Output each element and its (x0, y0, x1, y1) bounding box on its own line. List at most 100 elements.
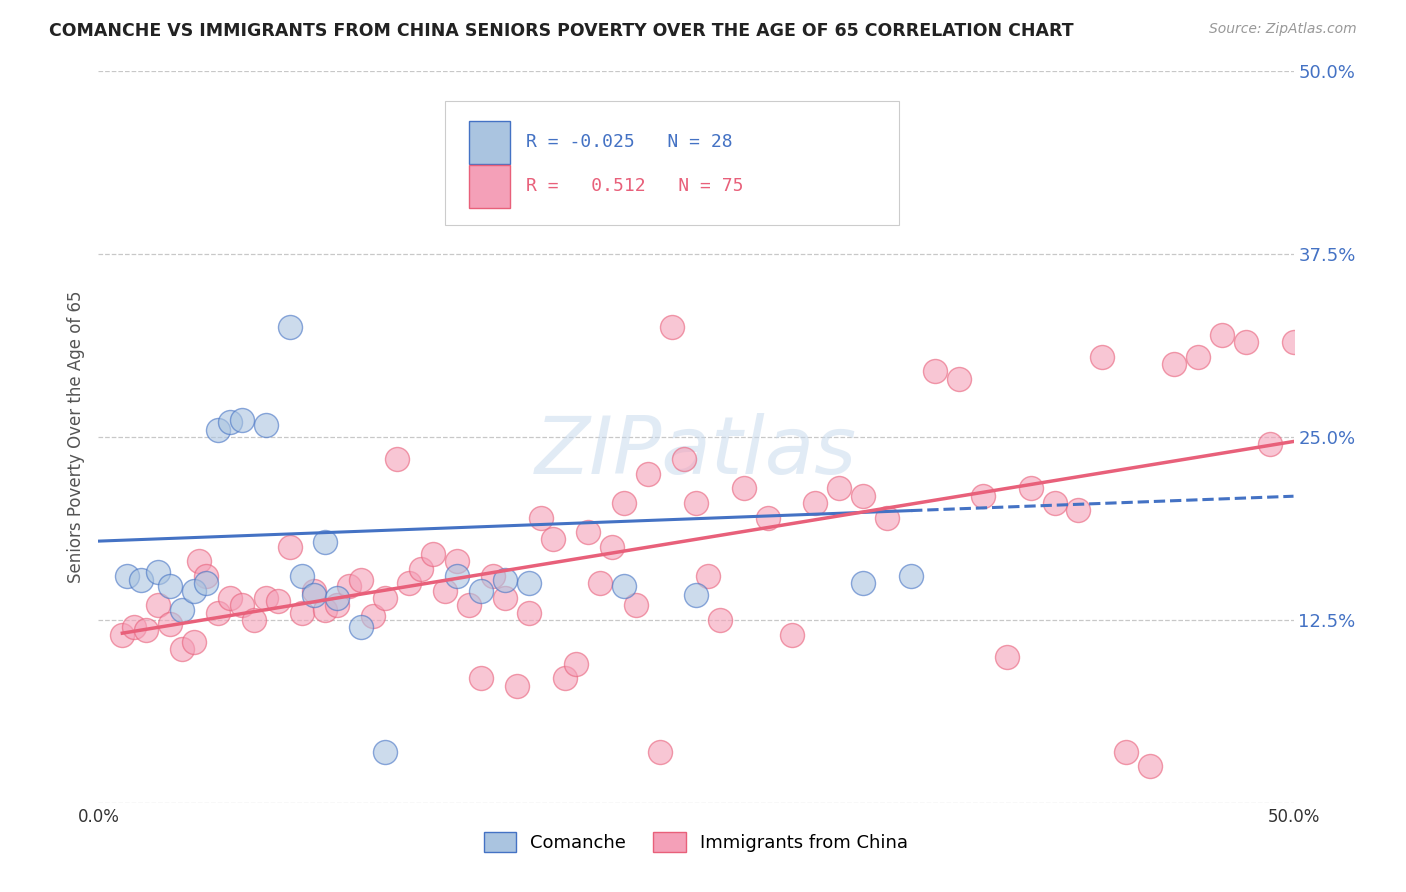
Point (278, 320, 301, 334)
Point (1043, 496, 1066, 510)
Point (756, 510, 779, 524)
Point (661, 320, 683, 334)
Point (254, 418, 277, 433)
Point (494, 574, 516, 588)
Point (852, 576, 875, 591)
Point (589, 576, 612, 591)
Point (434, 583, 457, 598)
Point (219, 416, 242, 430)
Legend: Comanche, Immigrants from China: Comanche, Immigrants from China (477, 824, 915, 860)
Point (111, 627, 134, 641)
Point (494, 591, 516, 605)
Point (972, 489, 994, 503)
Point (231, 599, 253, 613)
Point (995, 649, 1018, 664)
Point (385, 452, 409, 467)
Point (1258, 437, 1281, 451)
Text: R = -0.025   N = 28: R = -0.025 N = 28 (526, 133, 733, 152)
Point (339, 579, 361, 593)
Text: R =   0.512   N = 75: R = 0.512 N = 75 (526, 178, 744, 195)
Point (1115, 745, 1137, 759)
FancyBboxPatch shape (470, 165, 509, 208)
Point (470, 583, 492, 598)
Point (363, 608, 385, 623)
Point (172, 603, 194, 617)
Point (411, 562, 433, 576)
Point (554, 672, 576, 686)
Point (1067, 503, 1090, 517)
Point (828, 481, 851, 495)
Text: Source: ZipAtlas.com: Source: ZipAtlas.com (1209, 22, 1357, 37)
Point (565, 657, 588, 671)
Point (315, 603, 337, 617)
Y-axis label: Seniors Poverty Over the Age of 65: Seniors Poverty Over the Age of 65 (66, 291, 84, 583)
Point (530, 510, 553, 524)
FancyBboxPatch shape (446, 101, 900, 225)
Point (243, 613, 266, 627)
Point (187, 554, 209, 568)
Point (1091, 350, 1114, 364)
Point (650, 745, 672, 759)
Point (278, 540, 301, 554)
Point (804, 496, 827, 510)
Point (613, 496, 636, 510)
Point (685, 496, 707, 510)
Point (541, 533, 564, 547)
Point (398, 576, 420, 591)
Point (948, 371, 970, 385)
Point (350, 620, 373, 634)
Point (458, 599, 481, 613)
Point (685, 588, 707, 602)
Point (1019, 481, 1042, 495)
Point (291, 606, 314, 620)
Point (446, 569, 468, 583)
Point (315, 535, 337, 549)
Point (148, 599, 170, 613)
Point (578, 525, 600, 540)
Point (422, 547, 444, 561)
Point (159, 579, 181, 593)
Point (374, 591, 396, 605)
Point (1282, 334, 1305, 349)
Point (733, 481, 755, 495)
Point (637, 467, 659, 481)
Point (291, 569, 314, 583)
Point (231, 412, 253, 426)
Point (183, 583, 205, 598)
Point (195, 569, 218, 583)
Point (207, 423, 229, 437)
Point (517, 606, 540, 620)
Point (124, 620, 146, 634)
Point (578, 203, 600, 218)
Point (374, 745, 396, 759)
Point (159, 617, 181, 632)
Point (565, 152, 588, 166)
Point (350, 574, 373, 588)
Point (900, 569, 922, 583)
Point (780, 627, 803, 641)
Point (470, 672, 492, 686)
Point (482, 569, 505, 583)
Point (709, 613, 731, 627)
Point (254, 591, 277, 605)
Point (1187, 350, 1209, 364)
Point (207, 606, 229, 620)
Point (115, 569, 138, 583)
Point (219, 591, 242, 605)
Point (135, 623, 157, 637)
Text: ZIPatlas: ZIPatlas (534, 413, 858, 491)
FancyBboxPatch shape (470, 121, 509, 164)
Point (673, 452, 696, 467)
Point (876, 510, 898, 524)
Point (1234, 334, 1257, 349)
Point (1163, 357, 1185, 371)
Point (1211, 327, 1233, 342)
Point (924, 364, 946, 378)
Point (326, 599, 349, 613)
Point (602, 540, 624, 554)
Point (302, 588, 325, 602)
Point (613, 579, 636, 593)
Point (1139, 759, 1161, 773)
Point (626, 599, 648, 613)
Point (517, 576, 540, 591)
